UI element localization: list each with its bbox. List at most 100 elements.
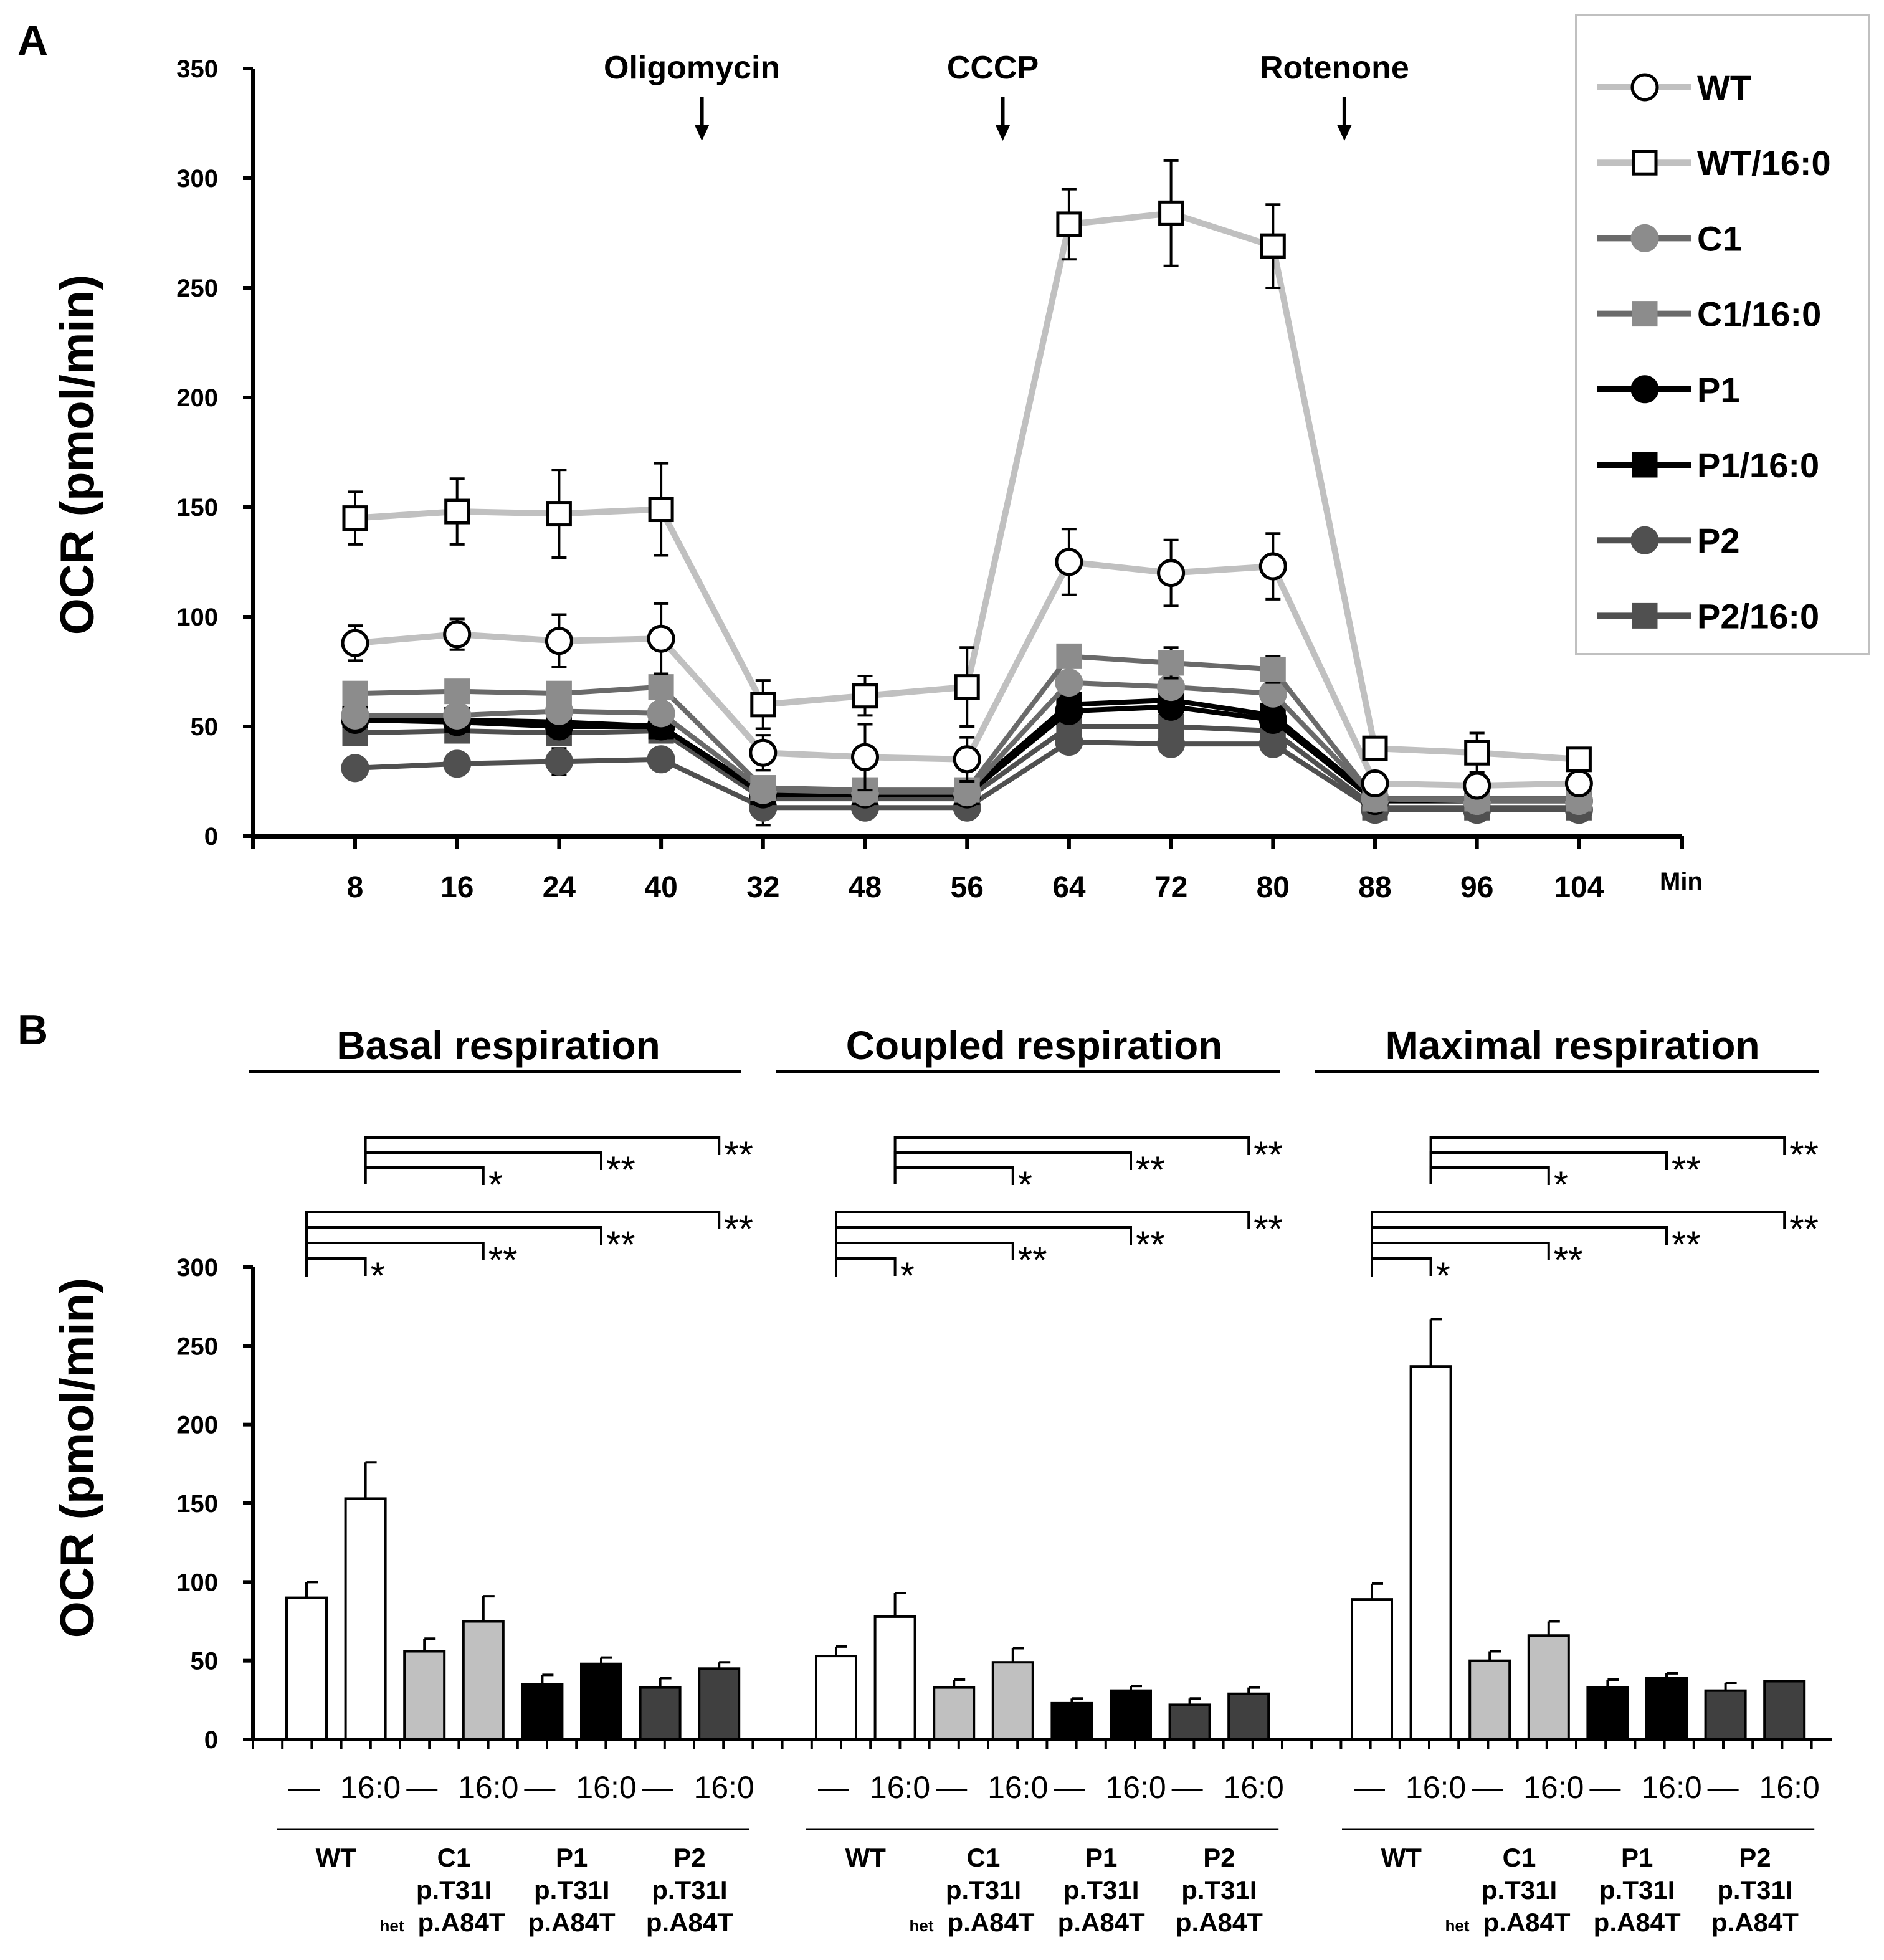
genotype-label: p.T31I [1599,1875,1675,1905]
bar [1763,1680,1806,1741]
treatment-label: — [1354,1770,1385,1805]
bar [639,1686,682,1741]
significance-brackets [835,1136,1250,1277]
bar [991,1661,1034,1741]
legend-item: P2 [1597,521,1740,560]
x-tick-label: 32 [746,871,779,904]
genotype-label: C1 [1503,1843,1536,1872]
bar [1227,1692,1270,1741]
group-coupled-respiration: Coupled respiration— 16:0—16:0—16:0—16:0W… [776,1023,1284,1937]
bracket [1371,1211,1786,1277]
genotype-label: p.T31I [534,1875,609,1905]
significance-brackets [1371,1136,1786,1277]
genotype-label: C1 [437,1843,471,1872]
x-tick-label: 72 [1154,871,1187,904]
bar [403,1650,446,1741]
bar [580,1662,622,1741]
legend-box [1575,14,1870,655]
data-point [443,749,472,778]
treatment-label: — [288,1770,320,1805]
significance-label: ** [1789,1208,1819,1250]
bar [344,1497,387,1741]
legend-item: C1 [1597,219,1742,258]
bracket [1429,1166,1550,1185]
genotype-label: P2 [673,1843,705,1872]
x-tick-label: 64 [1052,871,1086,904]
bracket [835,1257,897,1277]
bracket [835,1211,1250,1277]
genotype-label: P2 [1739,1843,1771,1872]
treatment-label: — [1589,1770,1620,1805]
bracket [835,1242,1014,1277]
significance-label: * [371,1255,385,1296]
data-point [1464,740,1490,766]
bracket [893,1166,1014,1185]
significance-label: * [488,1164,503,1206]
bar [1110,1689,1152,1741]
data-point [1158,200,1184,226]
significance-label: ** [1672,1149,1701,1191]
y-tick-label: 150 [176,494,218,521]
data-point [1056,211,1082,237]
data-point [546,680,572,706]
legend: WT WT/16:0 C1 C1/16:0 P1 P1/16:0 P2 P2/16:0 [1575,14,1870,655]
genotype-label: P1 [1621,1843,1653,1872]
data-point [545,747,573,776]
bracket [893,1136,1250,1184]
significance-label: ** [1254,1134,1283,1176]
genotype-label: p.T31I [1063,1875,1139,1905]
bracket [305,1226,602,1277]
y-tick-label: 100 [176,604,218,631]
data-point [647,699,675,728]
bar [1586,1686,1629,1741]
significance-label: ** [606,1149,635,1191]
genotype-label: p.A84T [528,1908,616,1937]
data-point [546,501,572,527]
genotype-label: WT [316,1843,357,1872]
data-point [647,624,675,653]
legend-label: C1/16:0 [1697,295,1821,334]
panel-a-label: A [17,17,48,64]
genotype-label: p.A84T [1176,1908,1263,1937]
genotype-label: p.A84T [646,1908,733,1937]
y-tick-label: 100 [176,1569,218,1596]
y-tick-label: 0 [204,823,218,850]
genotype-prefix: het [1445,1916,1470,1935]
data-point [341,754,369,783]
genotype-label: p.T31I [1717,1875,1792,1905]
legend-item: P2/16:0 [1597,596,1819,635]
legend-marker [1632,602,1658,629]
data-point [342,680,368,706]
bar [1527,1634,1570,1741]
treatment-label: — [524,1770,555,1805]
significance-label: ** [724,1208,753,1250]
x-tick-label: 80 [1257,871,1290,904]
genotype-label: p.T31I [652,1875,727,1905]
bracket [835,1226,1132,1277]
data-point [852,683,878,709]
treatment-label: — [936,1770,967,1805]
x-tick-label: 88 [1358,871,1391,904]
bar [698,1667,741,1741]
x-tick-label: 16 [440,871,473,904]
data-point [1361,769,1389,798]
data-point [342,505,368,531]
bar [1645,1677,1688,1741]
data-point [1056,643,1082,669]
y-tick-label: 200 [176,384,218,412]
genotype-label: p.A84T [1058,1908,1145,1937]
bracket [1429,1136,1786,1184]
group-maximal-respiration: Maximal respiration— 16:0—16:0—16:0—16:0W… [1315,1023,1820,1937]
series-WT-16:0 [342,159,1592,774]
legend-marker [1632,452,1658,478]
data-point [1158,650,1184,676]
bar [285,1596,328,1741]
legend-marker [1632,150,1658,176]
group-basal-respiration: Basal respiration— 16:0—16:0—16:0—16:0WT C… [249,1023,754,1937]
data-point [1362,735,1388,761]
legend-item: P1/16:0 [1597,445,1819,485]
genotype-label: p.T31I [416,1875,492,1905]
data-point [545,627,573,655]
y-tick-label: 50 [191,713,219,741]
y-tick-label: 200 [176,1412,218,1439]
